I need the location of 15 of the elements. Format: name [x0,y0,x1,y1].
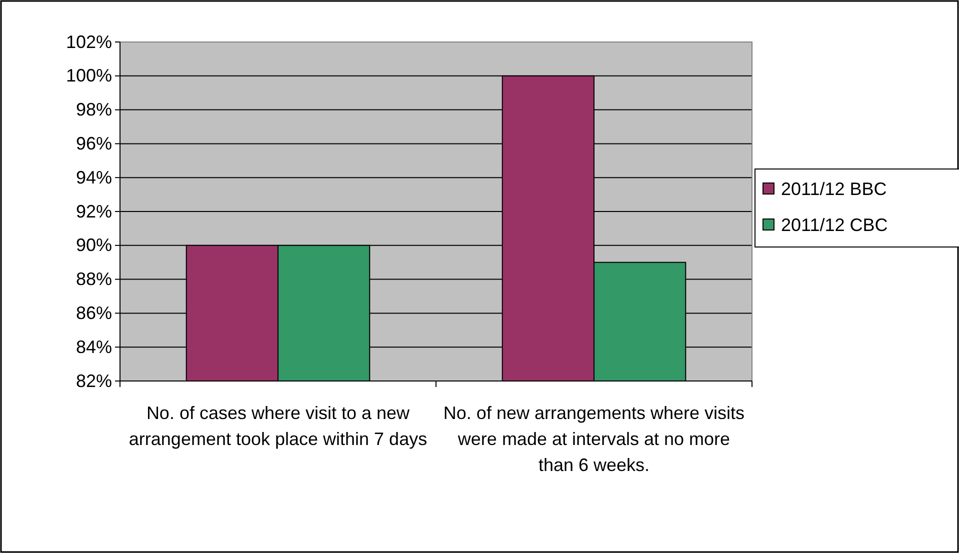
y-tick-label: 100% [66,66,112,86]
y-tick-label: 84% [76,336,112,357]
y-tick-label: 88% [76,269,112,290]
y-tick-label: 94% [76,167,112,188]
y-tick-label: 90% [76,235,112,256]
y-tick-label: 98% [76,100,112,120]
x-tick-label: No. of new arrangements where visits were made at intervals at no more than 6 weeks. [443,403,745,476]
legend-label: 2011/12 CBC [781,215,888,235]
x-tick-label: No. of cases where visit to a new arrangement took place within 7 days [128,403,428,450]
y-tick-label: 82% [76,370,112,391]
legend-label: 2011/12 BBC [781,179,887,199]
y-tick-label: 102% [66,32,112,52]
y-tick-label: 86% [76,302,112,323]
y-tick-label: 92% [76,201,112,222]
y-tick-label: 96% [76,133,112,154]
